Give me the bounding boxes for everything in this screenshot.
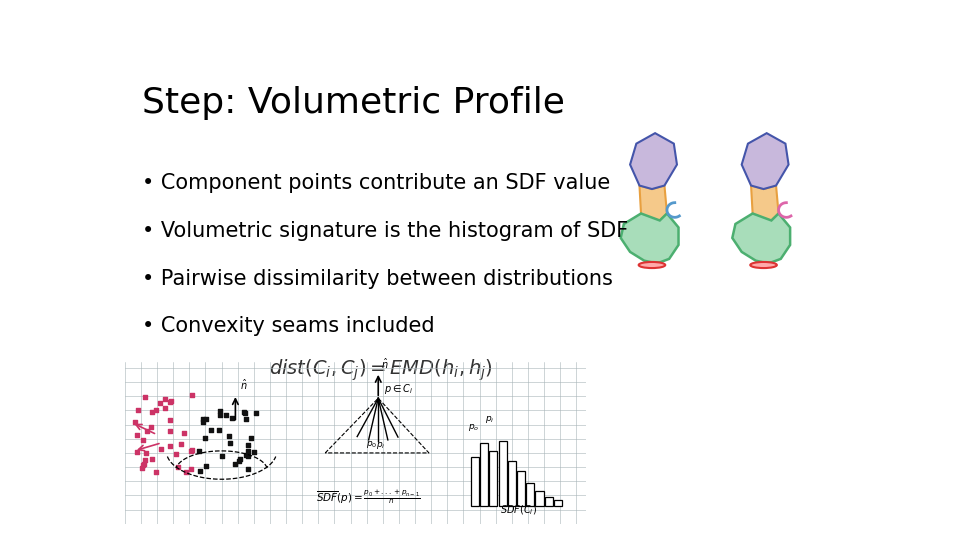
Point [138,449,154,457]
Point [163,427,179,436]
Point [129,448,144,457]
Point [237,409,252,417]
Bar [554,500,562,505]
Bar [490,451,497,505]
Point [214,452,229,461]
Point [149,406,164,414]
Point [157,404,173,413]
Point [157,395,173,403]
Point [238,415,253,423]
Point [199,415,214,423]
Text: $p_i$: $p_i$ [376,440,385,451]
Bar [544,497,553,505]
Point [238,451,253,460]
Text: • Component points contribute an SDF value: • Component points contribute an SDF val… [142,173,611,193]
Point [248,409,263,417]
Point [184,446,200,454]
Text: • Volumetric signature is the histogram of SDF: • Volumetric signature is the histogram … [142,221,629,241]
Point [145,408,160,417]
Polygon shape [639,186,667,220]
Point [241,465,256,474]
Text: $p_o$: $p_o$ [468,422,479,433]
Text: Step: Volumetric Profile: Step: Volumetric Profile [142,85,565,119]
Point [219,411,234,420]
Text: $\hat{n}$: $\hat{n}$ [240,378,248,392]
Polygon shape [621,213,679,262]
Point [204,426,219,434]
Point [162,442,178,450]
Text: $p_i$: $p_i$ [485,414,494,424]
Point [199,462,214,470]
Point [193,467,208,475]
Bar [480,443,489,505]
Point [144,455,159,464]
Point [223,439,238,448]
Bar [517,471,525,505]
Text: • Convexity seams included: • Convexity seams included [142,316,435,336]
Point [212,407,228,415]
Point [212,410,228,419]
Text: $p\in C_i$: $p\in C_i$ [384,382,413,396]
Point [137,393,153,401]
Polygon shape [751,186,779,220]
Point [196,418,211,427]
Point [154,444,169,453]
Point [148,467,163,476]
Point [144,422,159,431]
Point [162,415,178,424]
Point [139,427,155,435]
Text: $p_0$: $p_0$ [367,439,377,450]
Point [135,435,151,444]
Point [183,465,199,474]
Point [170,463,185,471]
Bar [508,461,516,505]
Point [137,456,153,464]
Point [241,452,256,461]
Bar [526,483,535,505]
Point [228,460,243,468]
Text: $SDF(C_i)$: $SDF(C_i)$ [500,504,538,517]
Point [177,429,192,437]
Bar [471,457,479,505]
Point [134,464,150,472]
Point [131,406,146,415]
Polygon shape [732,213,790,262]
Point [183,446,199,455]
Polygon shape [742,133,788,189]
Point [231,456,247,465]
Point [179,468,194,477]
Point [128,417,143,426]
Point [195,415,210,423]
Point [247,448,262,457]
Point [244,434,259,442]
Point [240,446,255,455]
Point [222,432,237,441]
Point [184,391,200,400]
Text: • Pairwise dissimilarity between distributions: • Pairwise dissimilarity between distrib… [142,268,613,288]
Text: $dist(C_i, C_j) = EMD(h_i, h_j)$: $dist(C_i, C_j) = EMD(h_i, h_j)$ [269,358,492,383]
Point [236,408,252,417]
Point [191,447,206,455]
Text: $\hat{n}$: $\hat{n}$ [381,357,389,371]
Point [130,431,145,440]
Point [163,396,179,405]
Text: $\overline{SDF}(p)=\frac{p_0+...+p_{n-1}}{n}$: $\overline{SDF}(p)=\frac{p_0+...+p_{n-1}… [316,488,420,506]
Point [174,440,189,448]
Ellipse shape [751,262,777,268]
Bar [536,491,543,505]
Point [162,397,178,406]
Point [135,461,151,470]
Point [136,460,152,468]
Point [211,426,227,434]
Point [153,399,168,407]
Point [225,414,240,422]
Point [198,434,213,442]
Point [241,440,256,449]
Polygon shape [630,133,677,189]
Point [169,450,184,458]
Point [232,455,248,463]
Bar [498,441,507,505]
Ellipse shape [638,262,665,268]
